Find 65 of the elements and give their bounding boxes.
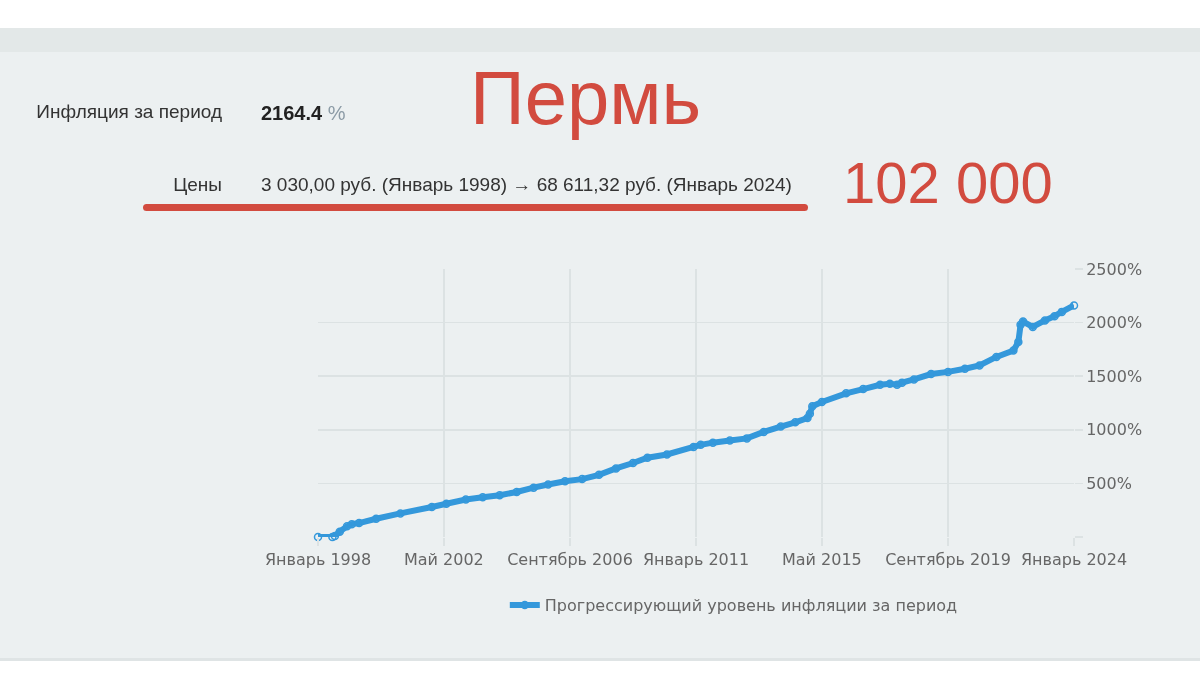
point: [975, 361, 984, 370]
point: [841, 389, 851, 398]
point: [803, 413, 812, 423]
point: [817, 397, 827, 407]
point: [909, 375, 919, 384]
x-tick-label: Сентябрь 2019: [885, 550, 1011, 570]
point: [1069, 301, 1079, 310]
point: [858, 384, 868, 394]
legend-label: Прогрессирующий уровень инфляции за период: [544, 596, 958, 616]
point: [1018, 317, 1028, 326]
y-tick-label: 1000%: [1086, 420, 1143, 440]
x-tick-label: Январь 2024: [1020, 550, 1128, 570]
point: [577, 474, 587, 484]
point: [1050, 311, 1059, 321]
point: [512, 487, 521, 497]
y-tick-label: 2500%: [1086, 259, 1143, 279]
point: [461, 495, 471, 504]
point: [1009, 346, 1018, 355]
point: [354, 518, 364, 528]
x-tick-label: Январь 2011: [642, 550, 750, 570]
point: [1040, 316, 1050, 325]
point: [560, 477, 570, 486]
y-tick-label: 2000%: [1086, 313, 1143, 333]
point: [892, 380, 902, 390]
y-tick-label: 500%: [1086, 474, 1132, 493]
x-tick-label: Январь 1998: [264, 550, 372, 570]
point: [330, 531, 340, 541]
point: [696, 440, 705, 450]
point: [992, 352, 1001, 362]
point: [926, 369, 936, 379]
x-tick-label: Май 2015: [781, 550, 862, 570]
point: [1028, 322, 1038, 332]
point: [708, 438, 718, 447]
point: [725, 436, 735, 445]
point: [662, 450, 672, 459]
point: [628, 458, 638, 468]
point: [943, 367, 953, 377]
point: [1014, 337, 1023, 347]
point: [791, 418, 800, 427]
point: [313, 532, 323, 542]
text: 3 030,00 руб. (Январь 1998) → 68 611,32 руб. (Январь 2024): [261, 174, 792, 195]
point: [776, 422, 786, 431]
point: [611, 464, 621, 473]
point: [594, 470, 604, 480]
x-tick-label: Май 2002: [403, 550, 484, 570]
text: 102 000: [843, 150, 1053, 215]
point: [742, 434, 752, 443]
point: [328, 532, 337, 542]
point: [759, 427, 768, 437]
point: [643, 453, 652, 462]
point: [335, 527, 344, 536]
point: [396, 509, 405, 518]
point: [960, 364, 970, 373]
point: [689, 442, 698, 452]
chart-title: Пермь: [470, 55, 702, 140]
point: [529, 483, 538, 492]
point: [427, 502, 437, 512]
x-tick-label: Сентябрь 2006: [507, 550, 633, 570]
point: [478, 493, 487, 502]
point: [1057, 307, 1067, 317]
y-tick-label: 1500%: [1086, 366, 1143, 386]
point: [495, 490, 504, 500]
text: 2164.4 %: [261, 102, 346, 124]
text: Цены: [173, 174, 222, 195]
text: Инфляция за период: [36, 101, 222, 122]
